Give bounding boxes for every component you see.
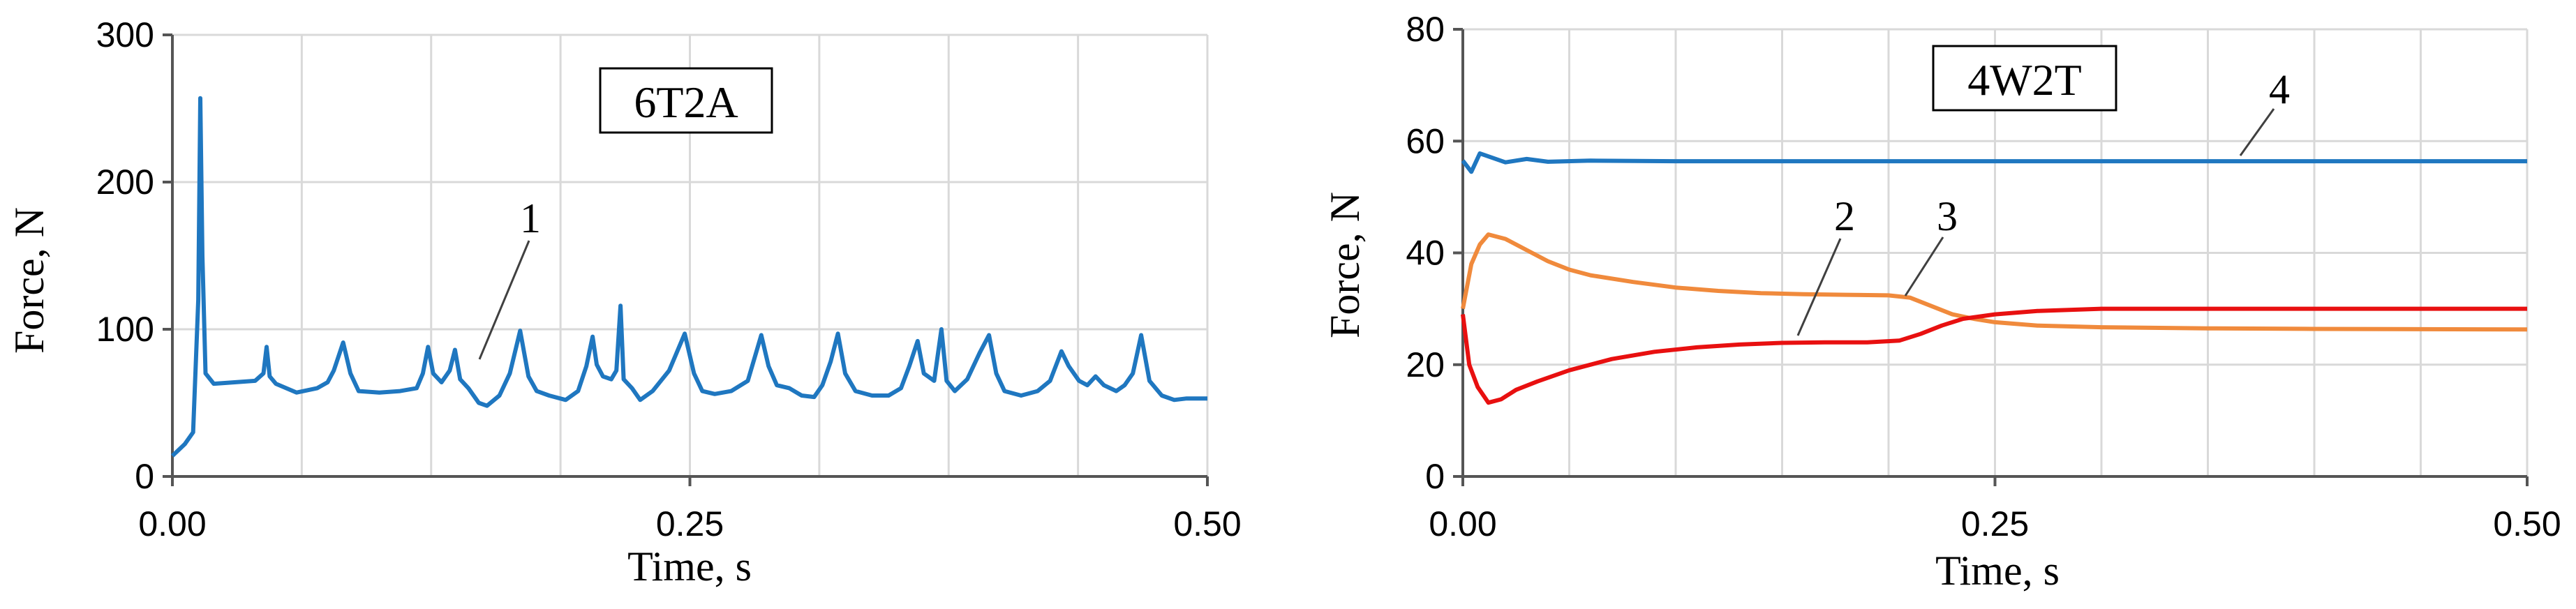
chart-6t2a-curve-label-1: 1: [520, 195, 541, 241]
chart-4w2t-y-tick-label: 80: [1406, 10, 1445, 49]
chart-6t2a-y-axis-title: Force, N: [6, 207, 52, 354]
chart-6t2a-x-ticks: 0.00 0.25 0.50: [138, 504, 1241, 543]
chart-4w2t-curve-label-2: 2: [1834, 193, 1855, 239]
chart-4w2t-curve-label-3: 3: [1937, 193, 1958, 239]
chart-4w2t-x-axis-title: Time, s: [1935, 548, 2060, 594]
chart-4w2t-label: 4W2T: [1967, 55, 2082, 105]
chart-6t2a-x-tick-label: 0.50: [1173, 504, 1241, 543]
chart-4w2t-y-tick-label: 0: [1425, 457, 1445, 496]
chart-4w2t-y-tick-label: 60: [1406, 121, 1445, 160]
chart-6t2a-x-tick-label: 0.00: [138, 504, 206, 543]
chart-6t2a-series-1-line: [170, 96, 1207, 458]
chart-4w2t-y-tick-label: 40: [1406, 234, 1445, 273]
chart-4w2t-x-ticks: 0.00 0.25 0.50: [1429, 504, 2561, 543]
chart-4w2t-x-tick-label: 0.25: [1961, 504, 2029, 543]
chart-6t2a-label: 6T2A: [634, 77, 738, 127]
chart-4w2t-axes: [1453, 28, 2529, 486]
chart-4w2t-curve-label-4: 4: [2269, 66, 2290, 112]
chart-4w2t-label-box: [1932, 45, 2117, 112]
chart-6t2a-x-tick-label: 0.25: [656, 504, 724, 543]
chart-4w2t-series-2-line: [1461, 306, 2527, 405]
chart-6t2a-y-tick-label: 100: [96, 310, 154, 349]
chart-6t2a-axes: [163, 33, 1209, 486]
chart-4w2t-x-tick-label: 0.50: [2493, 504, 2561, 543]
chart-6t2a-leader-1: [478, 240, 530, 360]
chart-6t2a-y-ticks: 0 100 200 300: [96, 15, 154, 496]
chart-6t2a-label-box: [599, 67, 773, 134]
chart-6t2a-y-tick-label: 300: [96, 15, 154, 54]
chart-6t2a-x-axis-title: Time, s: [627, 543, 752, 589]
chart-4w2t-series-3-line: [1461, 232, 2528, 332]
chart-4w2t-y-tick-label: 20: [1406, 345, 1445, 384]
chart-6t2a-y-tick-label: 200: [96, 163, 154, 202]
chart-6t2a-y-tick-label: 0: [135, 457, 154, 496]
chart-6t2a-series: [170, 96, 1207, 458]
chart-4w2t-series: [1461, 151, 2528, 405]
chart-6t2a-grid: [172, 33, 1209, 476]
chart-6t2a: 0 100 200 300 0.00 0.25 0.50 Force, N Time, s…: [6, 15, 1242, 589]
chart-4w2t-leader-4: [2239, 108, 2275, 156]
chart-4w2t-leader-2: [1796, 238, 1842, 336]
chart-4w2t-leader-3: [1904, 236, 1944, 296]
chart-4w2t-y-ticks: 0 20 40 60 80: [1406, 10, 1445, 496]
chart-4w2t-x-tick-label: 0.00: [1429, 504, 1496, 543]
chart-4w2t-y-axis-title: Force, N: [1322, 192, 1368, 338]
chart-4w2t-series-4-line: [1461, 151, 2527, 174]
